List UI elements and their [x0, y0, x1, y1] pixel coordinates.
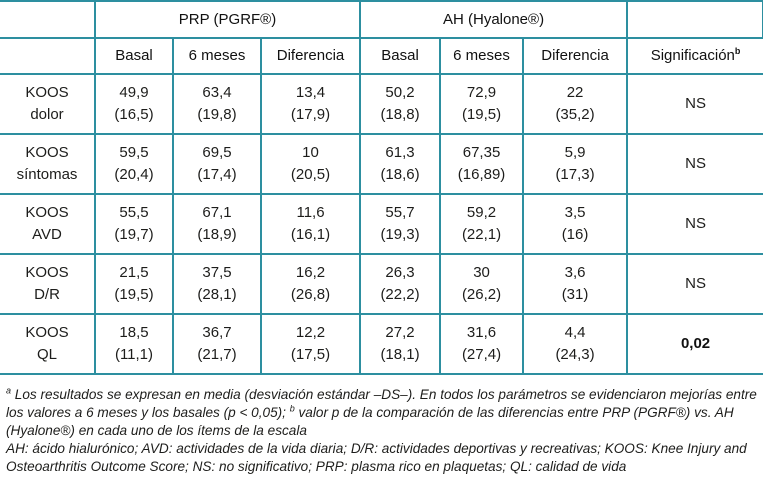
data-cell: 11,6 (16,1) — [259, 194, 361, 254]
row-label-koos-dolor: KOOS dolor — [25, 84, 69, 123]
row-label-koos-avd: KOOS AVD — [25, 204, 69, 243]
group-header-row: PRP (PGRF®) AH (Hyalone®) — [0, 1, 763, 38]
significance-superscript: b — [734, 46, 741, 57]
footnote-a-marker: a — [6, 385, 12, 396]
empty-corner-cell — [0, 1, 95, 38]
data-cell: 22 (35,2) — [522, 74, 628, 134]
table-row: KOOS AVD 55,5 (19,7) 67,1 (18,9) 11,6 (16,1)… — [0, 194, 763, 254]
data-cell: 4,4 (24,3) — [522, 314, 628, 374]
col-header-significance: Significaciónb — [626, 38, 763, 74]
data-cell: 36,7 (21,7) — [172, 314, 261, 374]
group-header-significance-empty — [626, 1, 763, 38]
significance-cell: NS — [626, 74, 763, 134]
significance-cell: NS — [626, 254, 763, 314]
data-cell: 12,2 (17,5) — [259, 314, 361, 374]
footnote-b-text: valor p de la comparación de las diferen… — [6, 404, 734, 438]
group-header-prp: PRP (PGRF®) — [93, 1, 361, 38]
data-cell: 67,35 (16,89) — [439, 134, 524, 194]
data-cell: 50,2 (18,8) — [359, 74, 441, 134]
row-label-koos-sintomas: KOOS síntomas — [16, 144, 78, 183]
data-cell: 69,5 (17,4) — [172, 134, 261, 194]
results-table: PRP (PGRF®) AH (Hyalone®) Basal 6 meses … — [0, 0, 763, 374]
data-cell: 27,2 (18,1) — [359, 314, 441, 374]
data-cell: 5,9 (17,3) — [522, 134, 628, 194]
data-cell: 3,6 (31) — [522, 254, 628, 314]
row-label-koos-ql: KOOS QL — [25, 324, 69, 363]
data-cell: 10 (20,5) — [259, 134, 361, 194]
data-cell: 16,2 (26,8) — [259, 254, 361, 314]
data-cell: 30 (26,2) — [439, 254, 524, 314]
data-cell: 18,5 (11,1) — [94, 314, 173, 374]
significance-cell: NS — [626, 134, 763, 194]
data-cell: 26,3 (22,2) — [359, 254, 441, 314]
footnote-methods: a Los resultados se expresan en media (d… — [6, 386, 757, 440]
data-cell: 59,2 (22,1) — [439, 194, 524, 254]
table-footnotes: a Los resultados se expresan en media (d… — [0, 375, 763, 476]
data-cell: 55,5 (19,7) — [94, 194, 173, 254]
group-header-ah: AH (Hyalone®) — [359, 1, 628, 38]
col-header-prp-diff: Diferencia — [259, 38, 361, 74]
table-row: KOOS D/R 21,5 (19,5) 37,5 (28,1) 16,2 (26,8)… — [0, 254, 763, 314]
column-header-row: Basal 6 meses Diferencia Basal 6 meses D… — [0, 38, 763, 74]
significance-cell: NS — [626, 194, 763, 254]
col-header-ah-diff: Diferencia — [522, 38, 628, 74]
significance-cell: 0,02 — [626, 314, 763, 374]
col-header-ah-basal: Basal — [359, 38, 441, 74]
data-cell: 63,4 (19,8) — [172, 74, 261, 134]
data-cell: 55,7 (19,3) — [359, 194, 441, 254]
data-cell: 59,5 (20,4) — [94, 134, 173, 194]
data-cell: 21,5 (19,5) — [94, 254, 173, 314]
data-cell: 49,9 (16,5) — [94, 74, 173, 134]
col-header-prp-basal: Basal — [94, 38, 173, 74]
data-cell: 37,5 (28,1) — [172, 254, 261, 314]
significance-label: Significación — [650, 47, 735, 65]
table-row: KOOS QL 18,5 (11,1) 36,7 (21,7) 12,2 (17,5) … — [0, 314, 763, 374]
data-cell: 67,1 (18,9) — [172, 194, 261, 254]
data-cell: 61,3 (18,6) — [359, 134, 441, 194]
data-cell: 31,6 (27,4) — [439, 314, 524, 374]
row-label-koos-dr: KOOS D/R — [25, 264, 69, 303]
col-header-ah-6m: 6 meses — [439, 38, 524, 74]
data-cell: 13,4 (17,9) — [259, 74, 361, 134]
empty-header-cell — [0, 38, 95, 74]
table-row: KOOS síntomas 59,5 (20,4) 69,5 (17,4) 10 (20… — [0, 134, 763, 194]
footnote-a-text: Los resultados se expresan en media (des… — [6, 387, 757, 420]
footnote-abbreviations: AH: ácido hialurónico; AVD: actividades … — [6, 440, 747, 474]
footnote-b-marker: b — [289, 403, 295, 414]
data-cell: 72,9 (19,5) — [439, 74, 524, 134]
data-cell: 3,5 (16) — [522, 194, 628, 254]
table-row: KOOS dolor 49,9 (16,5) 63,4 (19,8) 13,4 (17,… — [0, 74, 763, 134]
col-header-prp-6m: 6 meses — [172, 38, 261, 74]
